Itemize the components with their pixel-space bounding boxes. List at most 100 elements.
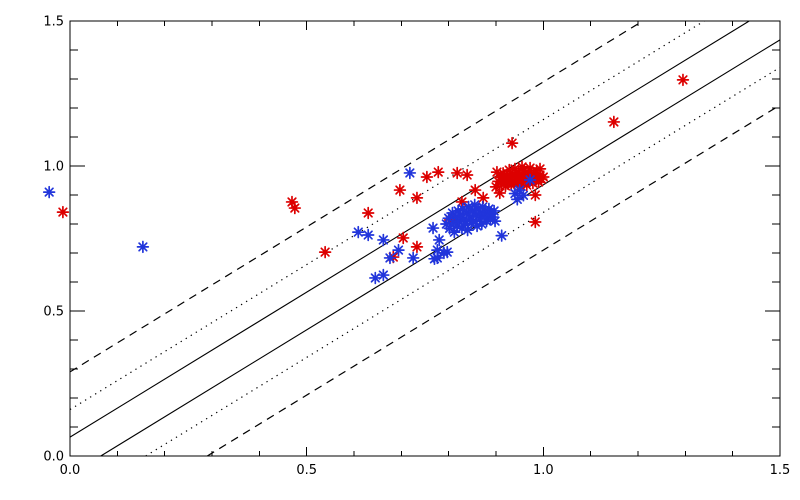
data-point-marker xyxy=(403,166,417,180)
data-point-marker xyxy=(476,200,489,214)
data-point-marker xyxy=(396,231,410,245)
reference-line-upper-dotted xyxy=(69,20,705,411)
data-point-marker xyxy=(288,201,302,215)
data-point-marker xyxy=(517,189,530,202)
x-axis-tick-label: 1.0 xyxy=(533,463,554,478)
data-point-marker xyxy=(490,165,504,179)
data-point-marker xyxy=(431,243,444,257)
data-point-marker xyxy=(352,225,365,239)
data-point-marker xyxy=(475,217,489,231)
data-point-marker xyxy=(437,246,451,260)
data-point-marker xyxy=(529,215,542,229)
data-point-marker xyxy=(481,208,494,222)
data-point-marker xyxy=(493,186,507,200)
y-axis-tick-label: 1.5 xyxy=(43,15,64,30)
data-point-marker xyxy=(488,214,502,228)
data-point-marker xyxy=(503,172,517,186)
data-point-marker xyxy=(505,136,519,150)
data-point-marker xyxy=(480,214,493,228)
data-point-marker xyxy=(487,204,501,218)
series-blue-sample xyxy=(42,166,537,285)
data-point-marker xyxy=(482,202,496,216)
data-point-marker xyxy=(451,204,465,218)
data-point-marker xyxy=(523,173,537,187)
data-point-marker xyxy=(387,250,400,264)
data-point-marker xyxy=(511,193,524,206)
data-point-marker xyxy=(523,161,537,175)
data-point-marker xyxy=(369,271,382,285)
y-axis-tick-label: 0.5 xyxy=(43,305,64,320)
data-point-marker xyxy=(450,166,464,180)
series-red-sample xyxy=(56,73,690,264)
axis-box xyxy=(69,20,781,457)
data-point-marker xyxy=(428,252,441,266)
data-point-marker xyxy=(136,240,150,254)
data-point-marker xyxy=(533,162,547,176)
data-point-marker xyxy=(519,171,532,185)
data-point-marker xyxy=(448,225,461,239)
data-point-marker xyxy=(361,206,375,220)
reference-line-lower-dotted xyxy=(145,66,781,457)
data-point-marker xyxy=(495,229,508,242)
data-point-marker xyxy=(607,115,621,129)
data-point-marker xyxy=(458,217,472,231)
data-point-marker xyxy=(511,177,524,191)
data-point-marker xyxy=(460,168,474,182)
data-point-marker xyxy=(285,195,299,209)
data-point-marker xyxy=(56,205,70,219)
data-point-marker xyxy=(450,219,464,233)
data-point-marker xyxy=(473,212,486,226)
data-point-marker xyxy=(420,170,434,184)
data-point-marker xyxy=(477,210,491,224)
x-axis-tick-label: 1.5 xyxy=(770,463,791,478)
data-point-marker xyxy=(520,178,534,192)
data-point-marker xyxy=(461,223,474,237)
data-point-marker xyxy=(515,160,529,174)
data-point-marker xyxy=(410,191,424,205)
data-point-marker xyxy=(486,210,499,224)
reference-line-lower-dashed xyxy=(206,104,781,457)
data-point-marker xyxy=(361,228,375,242)
data-point-marker xyxy=(504,178,518,192)
data-point-marker xyxy=(432,233,446,247)
y-axis-tick-label: 0.0 xyxy=(43,450,64,465)
data-point-marker xyxy=(383,251,397,265)
reference-line-upper-solid xyxy=(69,20,750,438)
data-point-marker xyxy=(455,195,469,209)
data-point-marker xyxy=(377,268,390,282)
data-point-marker xyxy=(468,183,482,197)
data-point-marker xyxy=(499,179,512,193)
data-point-marker xyxy=(509,170,523,184)
data-point-marker xyxy=(676,73,690,87)
data-point-marker xyxy=(513,172,526,186)
data-point-marker xyxy=(377,233,390,247)
data-point-marker xyxy=(426,221,440,235)
x-axis-tick-label: 0.0 xyxy=(60,463,81,478)
y-axis-tick-label: 1.0 xyxy=(43,160,64,175)
data-point-marker xyxy=(452,214,466,228)
data-point-marker xyxy=(443,222,456,235)
data-point-marker xyxy=(442,211,455,225)
data-point-marker xyxy=(392,243,405,257)
data-point-marker xyxy=(537,170,550,184)
data-point-marker xyxy=(393,183,407,197)
data-point-marker xyxy=(489,180,503,194)
data-point-marker xyxy=(471,202,485,216)
data-point-marker xyxy=(410,240,424,254)
data-point-marker xyxy=(406,251,420,265)
data-point-marker xyxy=(529,188,542,202)
data-point-marker xyxy=(498,173,511,187)
data-point-marker xyxy=(467,214,480,228)
x-axis-tick-label: 0.5 xyxy=(296,463,317,478)
data-point-marker xyxy=(432,165,445,179)
data-point-marker xyxy=(508,187,522,200)
data-point-marker xyxy=(457,212,471,226)
data-point-marker xyxy=(431,251,444,265)
data-point-marker xyxy=(514,179,527,193)
data-point-marker xyxy=(495,177,508,191)
data-point-marker xyxy=(476,191,490,205)
data-point-marker xyxy=(42,185,56,199)
data-point-marker xyxy=(318,245,332,259)
